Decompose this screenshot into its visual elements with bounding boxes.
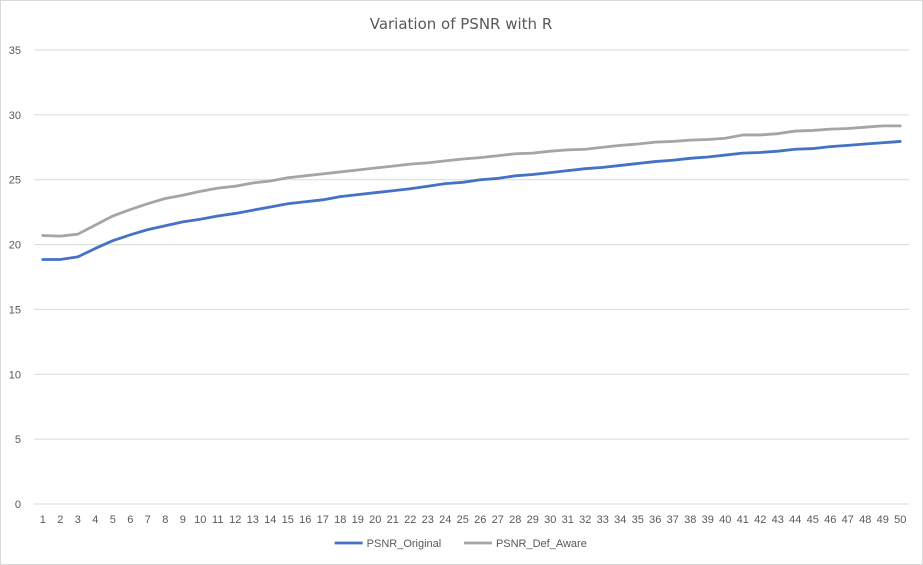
y-axis-tick-labels: 0 5 10 15 20 25 30 35 <box>9 45 21 511</box>
x-tick-label: 46 <box>824 514 836 526</box>
series-line-psnr-def-aware <box>41 124 902 238</box>
gridlines <box>34 49 909 505</box>
legend-item: PSNR_Def_Aware <box>463 538 587 550</box>
x-tick-label: 36 <box>649 514 661 526</box>
x-tick-label: 20 <box>369 514 381 526</box>
x-tick-label: 23 <box>422 514 434 526</box>
x-tick-label: 18 <box>334 514 346 526</box>
chart-title: Variation of PSNR with R <box>370 15 553 33</box>
x-tick-label: 13 <box>247 514 259 526</box>
x-tick-label: 12 <box>229 514 241 526</box>
legend-item: PSNR_Original <box>334 538 442 550</box>
y-tick-label: 20 <box>9 240 21 252</box>
x-tick-label: 49 <box>877 514 889 526</box>
x-tick-label: 48 <box>859 514 871 526</box>
x-tick-label: 9 <box>180 514 186 526</box>
y-tick-label: 10 <box>9 369 21 381</box>
x-tick-label: 32 <box>579 514 591 526</box>
y-tick-label: 15 <box>9 304 21 316</box>
x-tick-label: 7 <box>145 514 151 526</box>
x-tick-label: 45 <box>807 514 819 526</box>
legend-label: PSNR_Def_Aware <box>496 538 587 550</box>
x-tick-label: 30 <box>544 514 556 526</box>
x-tick-label: 11 <box>212 514 223 526</box>
x-tick-label: 15 <box>282 514 294 526</box>
y-tick-label: 30 <box>9 110 21 122</box>
x-tick-label: 38 <box>684 514 696 526</box>
legend: PSNR_Original PSNR_Def_Aware <box>334 538 587 550</box>
x-tick-label: 16 <box>299 514 311 526</box>
x-tick-label: 37 <box>667 514 679 526</box>
x-tick-label: 4 <box>92 514 98 526</box>
x-tick-label: 26 <box>474 514 486 526</box>
x-tick-label: 14 <box>264 514 276 526</box>
x-tick-label: 8 <box>162 514 168 526</box>
y-tick-label: 35 <box>9 45 21 57</box>
x-tick-label: 27 <box>492 514 504 526</box>
x-axis-tick-labels: 1 2 3 4 5 6 7 8 9 10 11 12 13 14 15 16 17 18 19 20 21 22 23 24 2… <box>40 514 907 526</box>
x-tick-label: 24 <box>439 514 451 526</box>
x-tick-label: 29 <box>527 514 539 526</box>
x-tick-label: 22 <box>404 514 416 526</box>
x-tick-label: 39 <box>702 514 714 526</box>
x-tick-label: 3 <box>75 514 81 526</box>
x-tick-label: 40 <box>719 514 731 526</box>
x-tick-label: 43 <box>772 514 784 526</box>
x-tick-label: 6 <box>127 514 133 526</box>
x-tick-label: 2 <box>57 514 63 526</box>
x-tick-label: 21 <box>387 514 399 526</box>
y-tick-label: 25 <box>9 175 21 187</box>
x-tick-label: 47 <box>842 514 854 526</box>
x-tick-label: 35 <box>632 514 644 526</box>
x-tick-label: 17 <box>317 514 329 526</box>
y-tick-label: 5 <box>15 434 21 446</box>
x-tick-label: 25 <box>457 514 469 526</box>
y-tick-label: 0 <box>15 499 21 511</box>
series-lines <box>41 124 902 261</box>
x-tick-label: 33 <box>597 514 609 526</box>
x-tick-label: 5 <box>110 514 116 526</box>
legend-label: PSNR_Original <box>367 538 442 550</box>
x-tick-label: 42 <box>754 514 766 526</box>
x-tick-label: 1 <box>40 514 46 526</box>
x-tick-label: 31 <box>562 514 574 526</box>
x-tick-label: 19 <box>352 514 364 526</box>
x-tick-label: 44 <box>789 514 801 526</box>
x-tick-label: 34 <box>614 514 626 526</box>
x-tick-label: 50 <box>894 514 906 526</box>
x-tick-label: 41 <box>737 514 749 526</box>
series-line-psnr-original <box>41 140 902 261</box>
x-tick-label: 28 <box>509 514 521 526</box>
x-tick-label: 10 <box>194 514 206 526</box>
